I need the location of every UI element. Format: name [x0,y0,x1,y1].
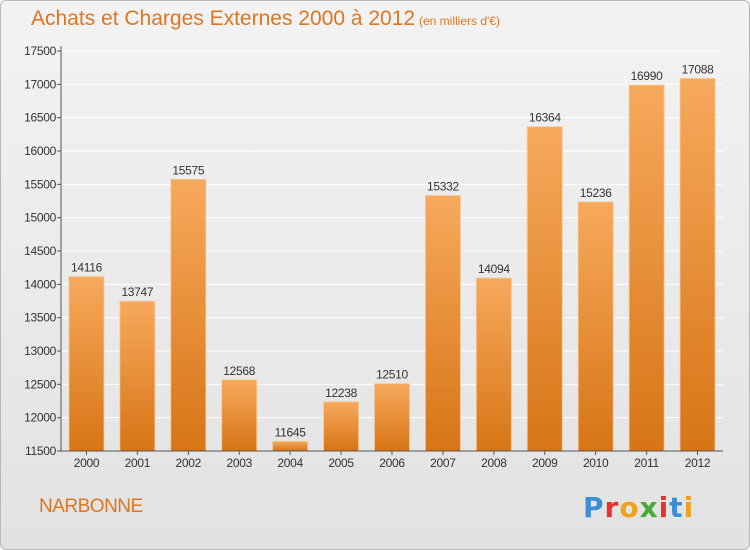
logo-letter: o [619,491,640,524]
bar [628,84,665,452]
x-tick-label: 2002 [176,456,202,470]
y-tick-label: 16000 [24,144,56,158]
x-tick-label: 2008 [481,456,507,470]
data-label: 13747 [121,285,153,299]
y-tick-label: 13000 [24,344,56,358]
x-tick-label: 2012 [685,456,711,470]
bar [119,300,156,452]
data-label: 11645 [275,425,307,439]
x-tick-label: 2001 [125,456,151,470]
x-tick-label: 2011 [634,456,659,470]
bar [374,383,410,452]
y-tick-label: 16500 [24,111,56,125]
labels: 11500 12000 12500 13000 13500 14000 14500 15000… [24,44,714,470]
axes [57,46,723,455]
bar [526,126,563,452]
data-label: 14116 [71,261,103,275]
y-tick-label: 12000 [24,411,56,425]
y-tick-label: 14000 [24,277,56,291]
proxiti-logo: Proxiti [583,491,694,524]
y-tick-label: 12500 [24,377,56,391]
logo-letter: i [658,491,670,524]
data-label: 17088 [682,62,714,76]
x-tick-label: 2000 [74,456,100,470]
y-tick-label: 13500 [24,311,56,325]
bar [577,201,614,452]
y-tick-label: 17000 [24,77,56,91]
bar [272,440,309,452]
y-tick-label: 11500 [25,444,57,458]
x-tick-label: 2005 [328,456,354,470]
x-tick-label: 2009 [532,456,558,470]
bars [68,78,716,452]
chart-title: Achats et Charges Externes 2000 à 2012 [31,7,416,30]
x-tick-label: 2010 [583,456,609,470]
bar [221,379,258,452]
logo-letter: i [683,491,695,524]
logo-letter: t [669,491,684,524]
data-label: 15332 [427,180,459,194]
y-tick-label: 15000 [24,211,56,225]
data-label: 16990 [631,69,663,83]
bar [425,195,461,452]
x-tick-label: 2004 [277,456,303,470]
logo-letter: r [604,491,620,524]
bar [170,178,207,452]
x-tick-label: 2003 [226,456,252,470]
bar [679,78,716,452]
x-tick-label: 2006 [379,456,405,470]
data-label: 15236 [580,186,612,200]
x-tick-label: 2007 [430,456,456,470]
data-label: 12238 [325,386,357,400]
logo-letter: x [639,491,659,524]
y-tick-label: 15500 [24,177,56,191]
data-label: 14094 [478,262,510,276]
logo-letter: P [583,491,605,524]
bar [68,276,105,452]
place-name: NARBONNE [39,496,143,517]
y-tick-label: 17500 [24,44,56,58]
chart-unit: (en milliers d'€) [419,14,500,28]
data-label: 16364 [529,111,561,125]
data-label: 12568 [223,364,255,378]
data-label: 12510 [376,368,408,382]
y-tick-label: 14500 [24,244,56,258]
bar [475,277,512,452]
bar [323,401,359,452]
data-label: 15575 [172,163,204,177]
